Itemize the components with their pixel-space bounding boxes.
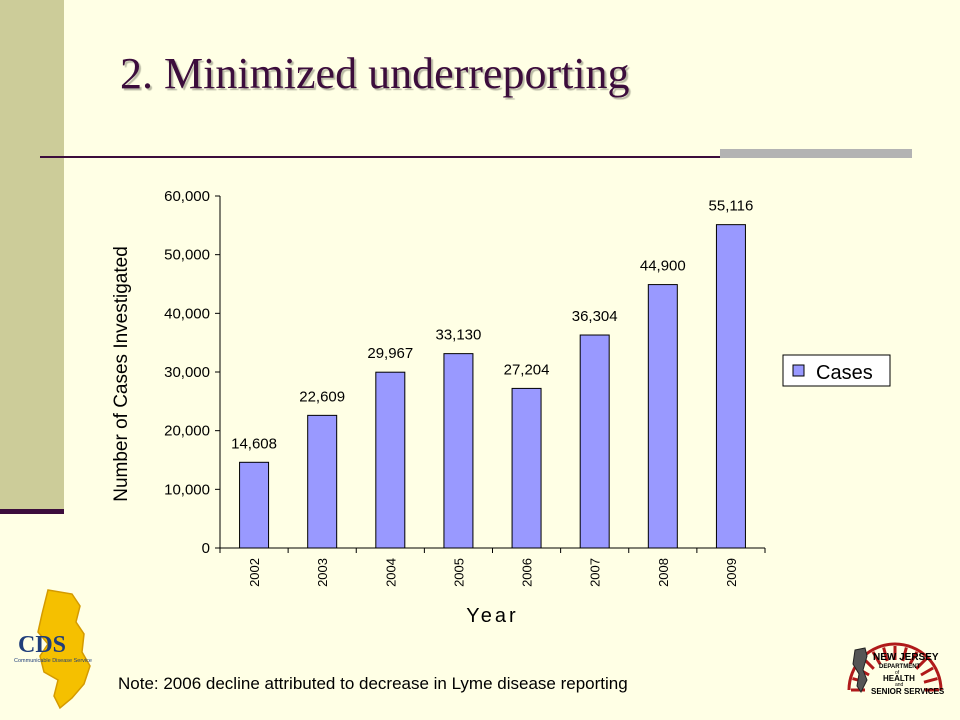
x-tick-label: 2006 — [520, 558, 535, 587]
nj-logo-line4: HEALTH — [883, 674, 915, 683]
x-tick-label: 2007 — [588, 558, 603, 587]
y-tick-label: 20,000 — [164, 423, 210, 440]
nj-logo-line1: NEW JERSEY — [873, 652, 939, 663]
nj-health-logo: NEW JERSEY DEPARTMENT of HEALTH and SENI… — [847, 642, 945, 696]
y-tick-label: 60,000 — [164, 188, 210, 205]
data-label: 55,116 — [709, 198, 754, 215]
title-rule — [40, 156, 912, 158]
nj-logo-line6: SENIOR SERVICES — [871, 687, 945, 696]
nj-logo-line5: and — [895, 682, 904, 688]
x-tick-label: 2002 — [247, 558, 262, 587]
y-tick-label: 30,000 — [164, 364, 210, 381]
legend-label: Cases — [816, 362, 873, 384]
bar — [647, 284, 678, 549]
bar — [307, 414, 338, 549]
data-label: 29,967 — [367, 345, 413, 362]
y-tick-label: 10,000 — [164, 481, 210, 498]
y-tick-label: 50,000 — [164, 247, 210, 264]
x-tick-label: 2003 — [315, 558, 330, 587]
x-axis-title: Year — [466, 605, 518, 627]
x-tick-label: 2008 — [656, 558, 671, 587]
data-label: 33,130 — [435, 327, 481, 344]
cds-logo-text: CDS — [18, 632, 66, 658]
bar — [579, 334, 610, 549]
bar — [375, 371, 406, 549]
data-label: 22,609 — [299, 388, 345, 405]
cds-logo: CDS Communicable Disease Service — [14, 589, 92, 710]
data-label: 36,304 — [572, 308, 618, 325]
x-tick-label: 2005 — [451, 558, 466, 587]
slide-title: 2. Minimized underreporting — [120, 49, 630, 98]
y-axis-title: Number of Cases Investigated — [111, 246, 132, 502]
y-tick-label: 40,000 — [164, 305, 210, 322]
cds-logo-subtitle: Communicable Disease Service — [14, 658, 92, 664]
data-label: 27,204 — [504, 361, 550, 378]
title-accent-bar — [720, 149, 912, 158]
sunburst-seal-icon — [847, 642, 943, 693]
nj-logo-line3: of — [895, 670, 900, 676]
y-tick-label: 0 — [202, 540, 210, 557]
footnote: Note: 2006 decline attributed to decreas… — [118, 674, 628, 693]
x-tick-label: 2009 — [724, 558, 739, 587]
data-label: 14,608 — [231, 435, 277, 452]
new-jersey-map-icon — [37, 589, 91, 710]
side-decor-cap — [0, 509, 64, 514]
legend-swatch — [792, 364, 805, 377]
side-decor-bar — [0, 0, 64, 512]
bar — [443, 353, 474, 549]
nj-logo-line2: DEPARTMENT — [879, 664, 921, 670]
bar — [715, 224, 746, 549]
data-label: 44,900 — [640, 258, 686, 275]
bar — [239, 461, 270, 549]
bar — [511, 387, 542, 549]
x-tick-label: 2004 — [383, 558, 398, 587]
